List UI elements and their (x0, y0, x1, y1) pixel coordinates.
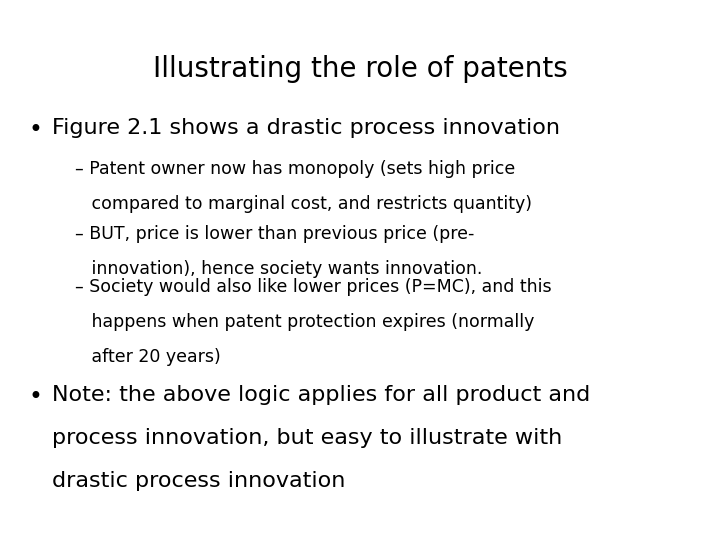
Text: drastic process innovation: drastic process innovation (52, 471, 346, 491)
Text: Note: the above logic applies for all product and: Note: the above logic applies for all pr… (52, 385, 590, 405)
Text: •: • (28, 118, 42, 142)
Text: – Patent owner now has monopoly (sets high price: – Patent owner now has monopoly (sets hi… (75, 160, 516, 178)
Text: – BUT, price is lower than previous price (pre-: – BUT, price is lower than previous pric… (75, 225, 474, 243)
Text: compared to marginal cost, and restricts quantity): compared to marginal cost, and restricts… (75, 195, 532, 213)
Text: Figure 2.1 shows a drastic process innovation: Figure 2.1 shows a drastic process innov… (52, 118, 560, 138)
Text: Illustrating the role of patents: Illustrating the role of patents (153, 55, 567, 83)
Text: •: • (28, 385, 42, 409)
Text: – Society would also like lower prices (P=MC), and this: – Society would also like lower prices (… (75, 278, 552, 296)
Text: innovation), hence society wants innovation.: innovation), hence society wants innovat… (75, 260, 482, 278)
Text: happens when patent protection expires (normally: happens when patent protection expires (… (75, 313, 534, 331)
Text: process innovation, but easy to illustrate with: process innovation, but easy to illustra… (52, 428, 562, 448)
Text: after 20 years): after 20 years) (75, 348, 221, 366)
